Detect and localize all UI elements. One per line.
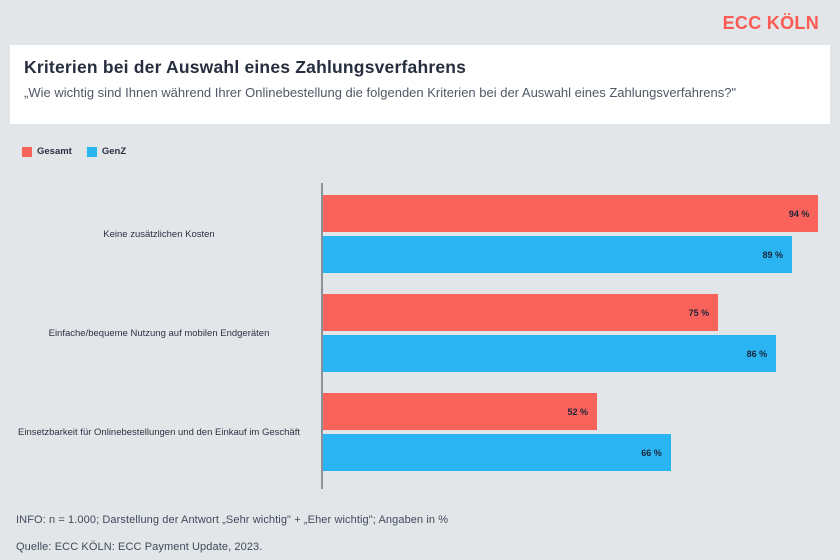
bar-genz-2: 66 % — [323, 434, 671, 471]
title-card: Kriterien bei der Auswahl eines Zahlungs… — [10, 45, 830, 124]
page-subtitle: „Wie wichtig sind Ihnen während Ihrer On… — [24, 85, 737, 100]
legend-item-gesamt: Gesamt — [22, 146, 72, 157]
legend-label: GenZ — [101, 146, 127, 157]
legend-swatch-genz — [86, 146, 97, 157]
bar-gesamt-1: 75 % — [323, 294, 719, 331]
info-note: INFO: n = 1.000; Darstellung der Antwort… — [16, 514, 449, 526]
bar-gesamt-2: 52 % — [323, 393, 597, 430]
bar-value-label: 94 % — [788, 208, 810, 219]
bar-value-label: 75 % — [688, 307, 710, 318]
legend-label: Gesamt — [37, 146, 72, 157]
chart-legend: Gesamt GenZ — [22, 146, 126, 157]
bar-value-label: 86 % — [746, 348, 768, 359]
bar-chart: Keine zusätzlichen Kosten 94 % 89 % Einfach… — [0, 183, 840, 493]
ecc-koeln-logo: ECC KÖLN — [722, 13, 819, 33]
bar-value-label: 89 % — [762, 249, 783, 260]
bar-genz-1: 86 % — [323, 335, 777, 372]
category-label: Einsetzbarkeit für Onlinebestellungen un… — [18, 426, 300, 438]
page-title: Kriterien bei der Auswahl eines Zahlungs… — [24, 57, 467, 77]
legend-swatch-gesamt — [22, 146, 32, 157]
bar-value-label: 66 % — [641, 447, 662, 458]
bar-gesamt-0: 94 % — [323, 195, 819, 232]
legend-item-genz: GenZ — [86, 146, 127, 157]
source-note: Quelle: ECC KÖLN: ECC Payment Update, 20… — [16, 541, 263, 553]
category-label: Keine zusätzlichen Kosten — [103, 228, 215, 240]
y-axis-line — [321, 183, 323, 489]
bar-value-label: 52 % — [567, 406, 588, 417]
category-label: Einfache/bequeme Nutzung auf mobilen End… — [48, 327, 270, 339]
bar-genz-0: 89 % — [323, 236, 792, 273]
